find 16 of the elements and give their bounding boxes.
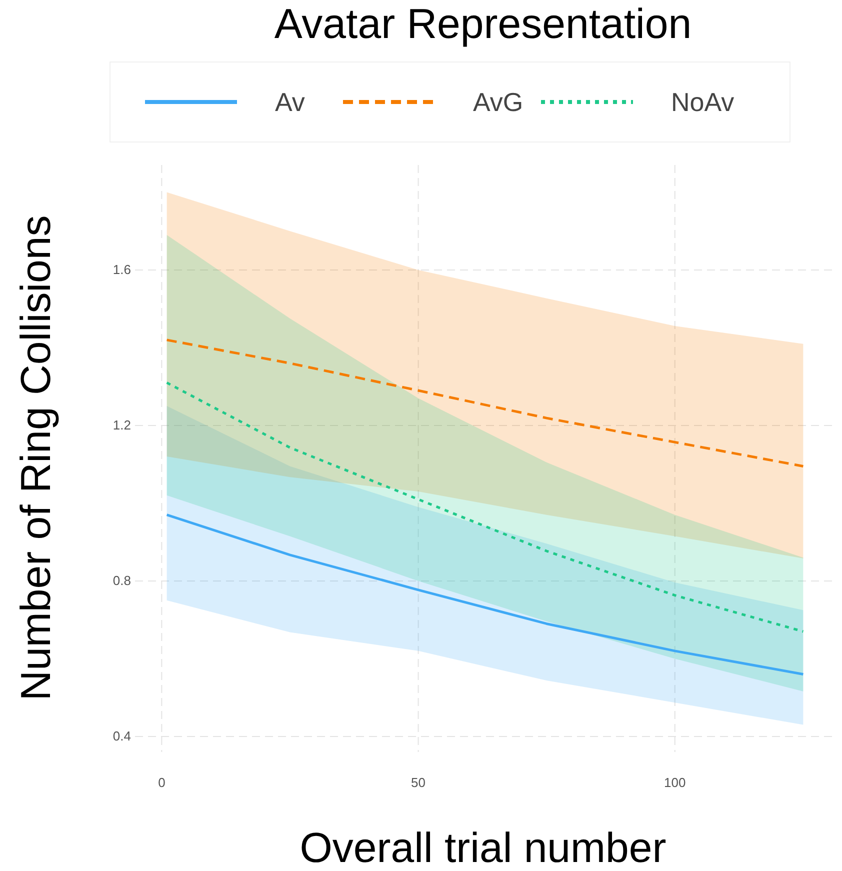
y-tick-label: 0.8 (112, 573, 131, 588)
y-tick-label: 1.6 (112, 262, 131, 278)
line-series (166, 338, 804, 468)
chart-title: Avatar Representation (274, 0, 692, 47)
x-tick-label: 50 (411, 775, 426, 790)
x-tick-label: 100 (664, 775, 686, 790)
legend-label: Av (275, 87, 305, 117)
x-axis-title: Overall trial number (300, 824, 666, 871)
y-tick-label: 0.4 (112, 728, 131, 744)
line-series (166, 514, 804, 676)
line-series (166, 381, 804, 633)
legend-label: AvG (473, 87, 524, 117)
x-tick-label: 0 (158, 775, 166, 790)
y-axis-title: Number of Ring Collisions (12, 215, 59, 701)
legend-label: NoAv (671, 87, 734, 117)
y-tick-label: 1.2 (112, 418, 131, 433)
